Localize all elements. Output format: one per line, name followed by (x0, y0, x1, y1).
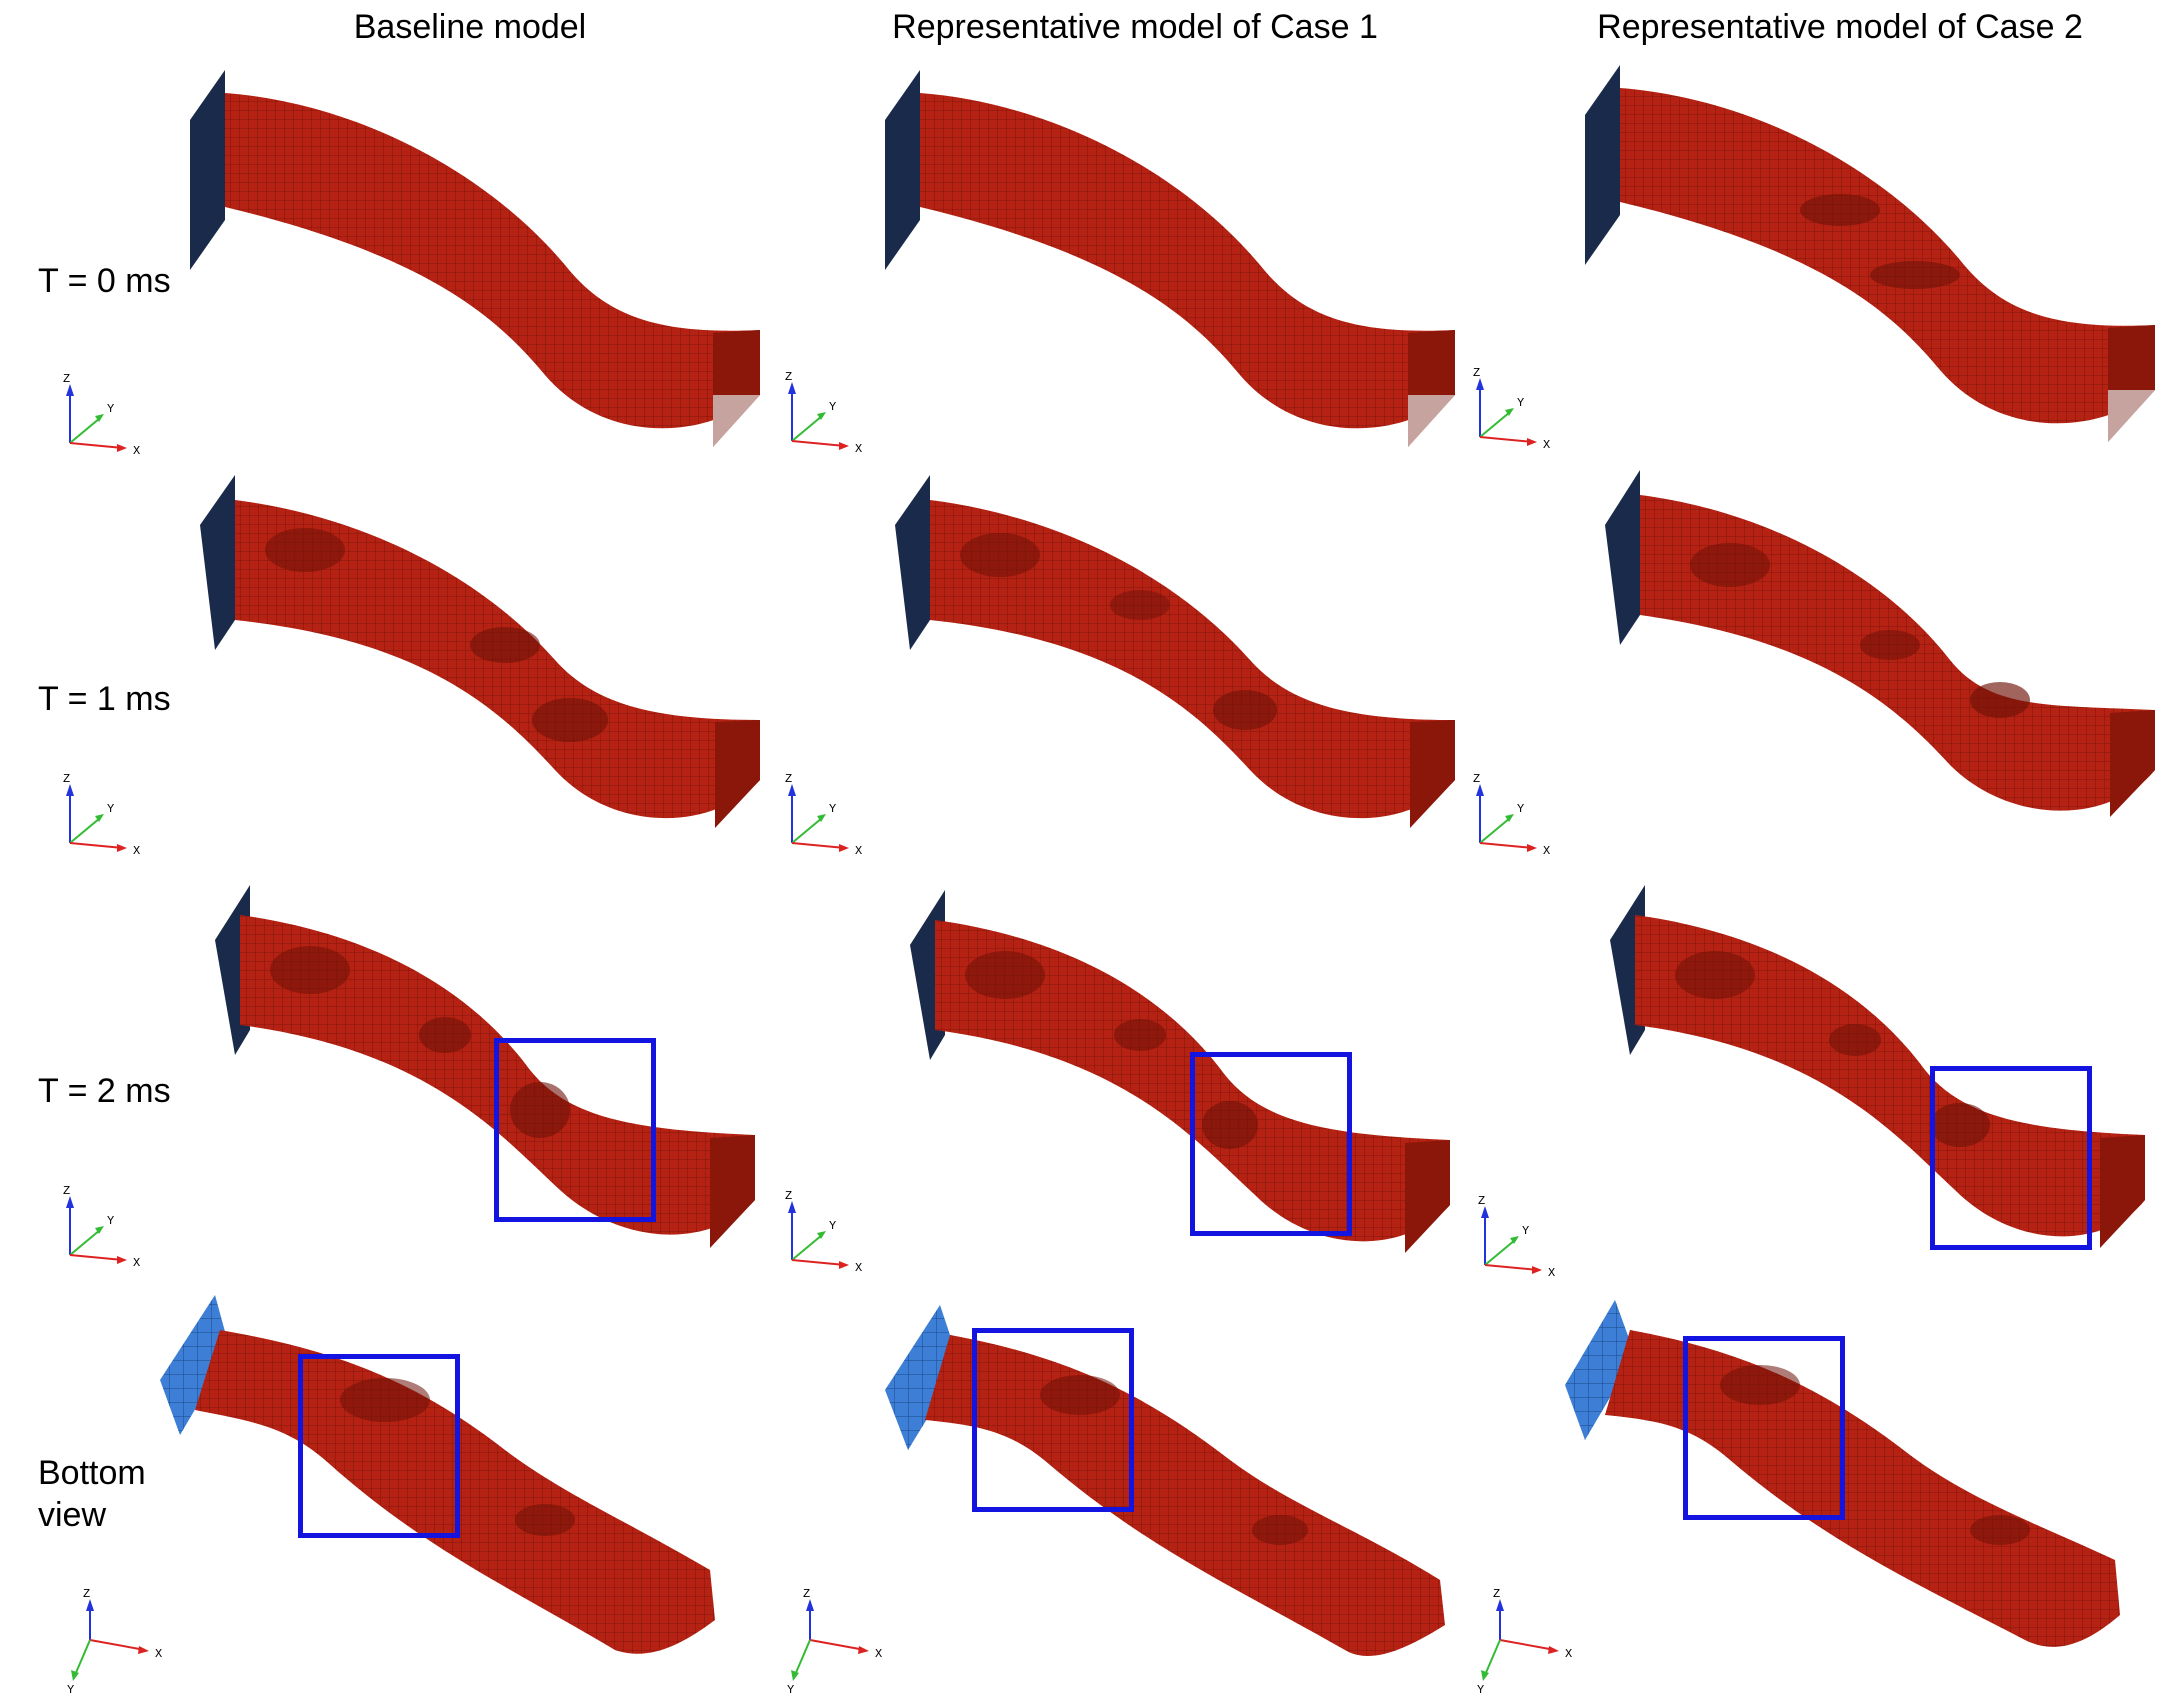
axis-y-label: Y (107, 1214, 114, 1228)
axis-y-label: Y (67, 1683, 74, 1695)
axis-x-label: X (855, 844, 862, 858)
axis-triad-r2-c1: Z Y X (55, 768, 165, 863)
column-title-baseline: Baseline model (353, 8, 587, 46)
fixed-plate (895, 475, 930, 650)
axis-y-label: Y (829, 802, 836, 816)
beam-panel-r2-c1 (195, 470, 795, 850)
axis-x-label: X (1565, 1647, 1572, 1661)
fixed-plate (190, 70, 225, 270)
beam-panel-r1-c3 (1580, 60, 2175, 450)
axis-z-label: Z (63, 1184, 70, 1198)
row-label-t2: T = 2 ms (38, 1072, 171, 1110)
axis-triad-r3-c2: Z Y X (777, 1185, 887, 1280)
highlight-box-r3-c1 (494, 1038, 656, 1222)
axis-x-label: X (1548, 1266, 1555, 1280)
axis-x-label: X (1543, 844, 1550, 858)
axis-x-label: X (875, 1647, 882, 1661)
fixed-plate (200, 475, 235, 650)
axis-x-label: X (155, 1647, 162, 1661)
axis-triad-r2-c2: Z Y X (777, 768, 887, 863)
axis-triad-r1-c2: Z Y X (777, 366, 887, 461)
column-title-case1: Representative model of Case 1 (892, 8, 1378, 46)
beam-end-face (2100, 1135, 2145, 1248)
fixed-plate (885, 70, 920, 270)
beam-panel-r2-c3 (1600, 455, 2175, 845)
axis-z-label: Z (1493, 1587, 1500, 1601)
beam-end-face (710, 1135, 755, 1248)
highlight-box-r4-c2 (972, 1328, 1134, 1512)
highlight-box-r4-c1 (298, 1354, 460, 1538)
axis-y-label: Y (787, 1683, 794, 1695)
axis-x-label: X (855, 442, 862, 456)
axis-y-label: Y (829, 1219, 836, 1233)
axis-z-label: Z (1473, 772, 1480, 786)
axis-y-label: Y (1477, 1683, 1484, 1695)
highlight-box-r3-c2 (1190, 1052, 1352, 1236)
beam-panel-r4-c3 (1560, 1285, 2140, 1675)
row-label-view: view (38, 1496, 107, 1534)
beam-end-face (715, 720, 760, 828)
axis-x-label: X (1543, 438, 1550, 452)
beam-panel-r1-c2 (880, 65, 1480, 455)
axis-z-label: Z (63, 772, 70, 786)
row-label-bottom: Bottom (38, 1454, 146, 1492)
axis-triad-r3-c3: Z Y X (1470, 1190, 1580, 1285)
axis-z-label: Z (1473, 366, 1480, 380)
axis-triad-r4-c1: Z X Y (65, 1585, 185, 1700)
row-label-bottom-view: Bottom view (38, 1452, 146, 1536)
highlight-box-r3-c3 (1930, 1066, 2092, 1250)
axis-z-label: Z (83, 1587, 90, 1601)
axis-y-label: Y (1517, 396, 1524, 410)
column-title-case2: Representative model of Case 2 (1597, 8, 2083, 46)
axis-y-label: Y (829, 400, 836, 414)
row-label-t1: T = 1 ms (38, 680, 171, 718)
axis-z-label: Z (63, 372, 70, 386)
beam-end-face (1410, 720, 1455, 828)
axis-y-label: Y (1522, 1224, 1529, 1238)
beam-panel-r4-c2 (880, 1290, 1460, 1680)
axis-y-label: Y (1517, 802, 1524, 816)
axis-z-label: Z (785, 772, 792, 786)
axis-z-label: Z (1478, 1194, 1485, 1208)
axis-z-label: Z (785, 1189, 792, 1203)
axis-x-label: X (133, 844, 140, 858)
fixed-plate (1585, 65, 1620, 265)
axis-triad-r3-c1: Z Y X (55, 1180, 165, 1275)
highlight-box-r4-c3 (1683, 1336, 1845, 1520)
axis-z-label: Z (785, 370, 792, 384)
axis-triad-r1-c1: Z Y X (55, 368, 165, 463)
beam-panel-r2-c2 (890, 470, 1490, 850)
fixed-plate (1605, 470, 1640, 645)
axis-triad-r1-c3: Z Y X (1465, 362, 1575, 457)
row-label-t0: T = 0 ms (38, 262, 171, 300)
axis-x-label: X (855, 1261, 862, 1275)
beam-panel-r3-c3 (1605, 880, 2175, 1260)
axis-y-label: Y (107, 802, 114, 816)
axis-y-label: Y (107, 402, 114, 416)
beam-end-face (1405, 1140, 1450, 1253)
beam-end-face (2110, 710, 2155, 817)
axis-triad-r2-c3: Z Y X (1465, 768, 1575, 863)
axis-triad-r4-c3: Z X Y (1475, 1585, 1595, 1700)
axis-x-label: X (133, 1256, 140, 1270)
beam-panel-r1-c1 (185, 65, 785, 455)
axis-triad-r4-c2: Z X Y (785, 1585, 905, 1700)
axis-z-label: Z (803, 1587, 810, 1601)
axis-x-label: X (133, 444, 140, 458)
